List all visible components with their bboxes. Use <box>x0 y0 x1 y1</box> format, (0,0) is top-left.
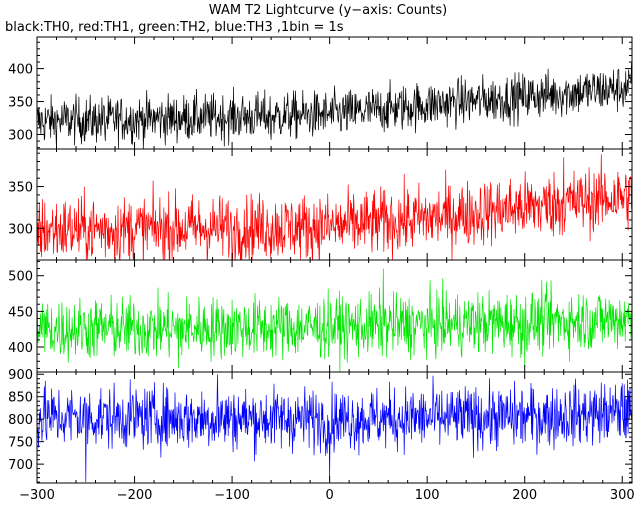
series-line-1 <box>37 154 632 260</box>
y-tick-label: 850 <box>8 391 33 406</box>
series-line-0 <box>37 62 632 149</box>
panel-3: 700 750 800 850 900 <box>8 368 633 484</box>
x-tick-label: −300 <box>19 488 55 503</box>
panel-0: 300 350 400 <box>8 36 633 150</box>
y-tick-label: 350 <box>8 96 33 111</box>
panels: 300 350 400 300 350 400 450 500 700 750 800 850 900 <box>8 36 633 484</box>
y-tick-label: 300 <box>8 222 33 237</box>
series-line-2 <box>37 268 632 372</box>
x-tick-label: −200 <box>117 488 153 503</box>
x-tick-label: 200 <box>512 488 537 503</box>
x-tick-label: 0 <box>325 488 333 503</box>
chart-subtitle: black:TH0, red:TH1, green:TH2, blue:TH3 … <box>5 20 344 35</box>
panel-frame <box>36 371 633 484</box>
y-tick-label: 450 <box>8 305 33 320</box>
y-tick-label: 300 <box>8 129 33 144</box>
y-tick-label: 350 <box>8 181 33 196</box>
x-tick-label: −100 <box>214 488 250 503</box>
y-tick-label: 500 <box>8 270 33 285</box>
y-tick-label: 750 <box>8 436 33 451</box>
y-tick-label: 400 <box>8 341 33 356</box>
panel-2: 400 450 500 <box>8 259 633 373</box>
y-tick-label: 800 <box>8 413 33 428</box>
chart-title: WAM T2 Lightcurve (y−axis: Counts) <box>209 3 447 18</box>
panel-1: 300 350 <box>8 148 633 261</box>
x-axis: −300 −200 −100 0 100 200 300 <box>19 488 635 503</box>
x-tick-label: 100 <box>415 488 440 503</box>
series-line-3 <box>37 374 632 483</box>
x-tick-label: 300 <box>610 488 635 503</box>
y-tick-label: 700 <box>8 458 33 473</box>
y-tick-label: 900 <box>8 368 33 383</box>
y-tick-label: 400 <box>8 63 33 78</box>
